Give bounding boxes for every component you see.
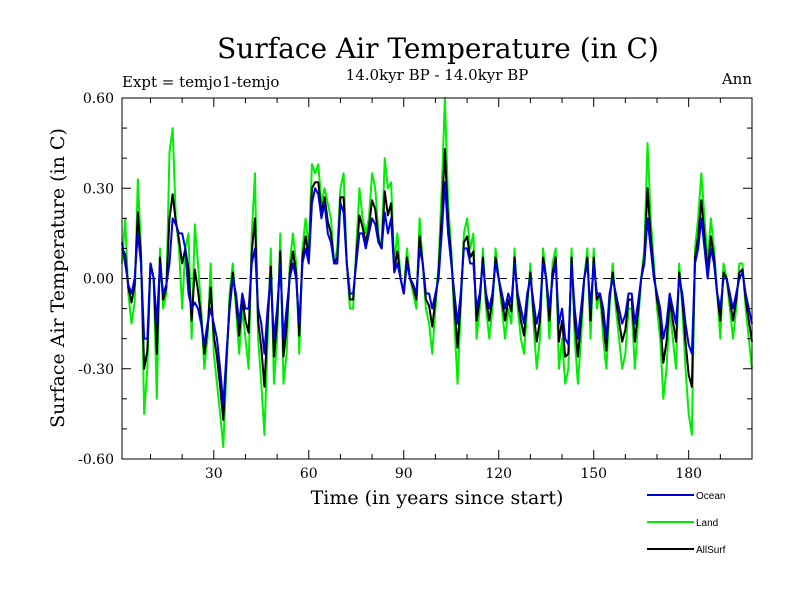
y-axis-label: Surface Air Temperature (in C) bbox=[47, 128, 69, 428]
x-tick-label: 150 bbox=[580, 466, 607, 482]
period-label: Ann bbox=[721, 70, 752, 88]
y-tick-label: 0.30 bbox=[83, 181, 114, 197]
y-tick-label: 0.00 bbox=[83, 272, 114, 288]
chart-title: Surface Air Temperature (in C) bbox=[217, 32, 659, 65]
y-tick-label: 0.60 bbox=[83, 91, 114, 107]
x-tick-label: 90 bbox=[395, 466, 413, 482]
x-tick-label: 60 bbox=[300, 466, 318, 482]
x-tick-label: 180 bbox=[675, 466, 702, 482]
legend: Ocean Land AllSurf bbox=[647, 491, 726, 556]
series-line-land bbox=[121, 97, 753, 448]
legend-label-allsurf: AllSurf bbox=[696, 545, 726, 556]
chart-subtitle: 14.0kyr BP - 14.0kyr BP bbox=[346, 66, 529, 84]
x-axis-label: Time (in years since start) bbox=[311, 487, 564, 509]
series-group bbox=[121, 97, 753, 448]
legend-label-ocean: Ocean bbox=[696, 491, 725, 502]
y-tick-label: -0.60 bbox=[78, 452, 114, 468]
x-tick-label: 30 bbox=[205, 466, 223, 482]
x-tick-label: 120 bbox=[485, 466, 512, 482]
series-line-ocean bbox=[121, 181, 753, 406]
axes-group: 30 60 90 120 150 180 -0.60 -0.30 0.00 0.30 0.60 bbox=[78, 91, 753, 482]
legend-label-land: Land bbox=[696, 518, 718, 529]
y-tick-label: -0.30 bbox=[78, 362, 114, 378]
experiment-label: Expt = temjo1-temjo bbox=[122, 73, 279, 91]
